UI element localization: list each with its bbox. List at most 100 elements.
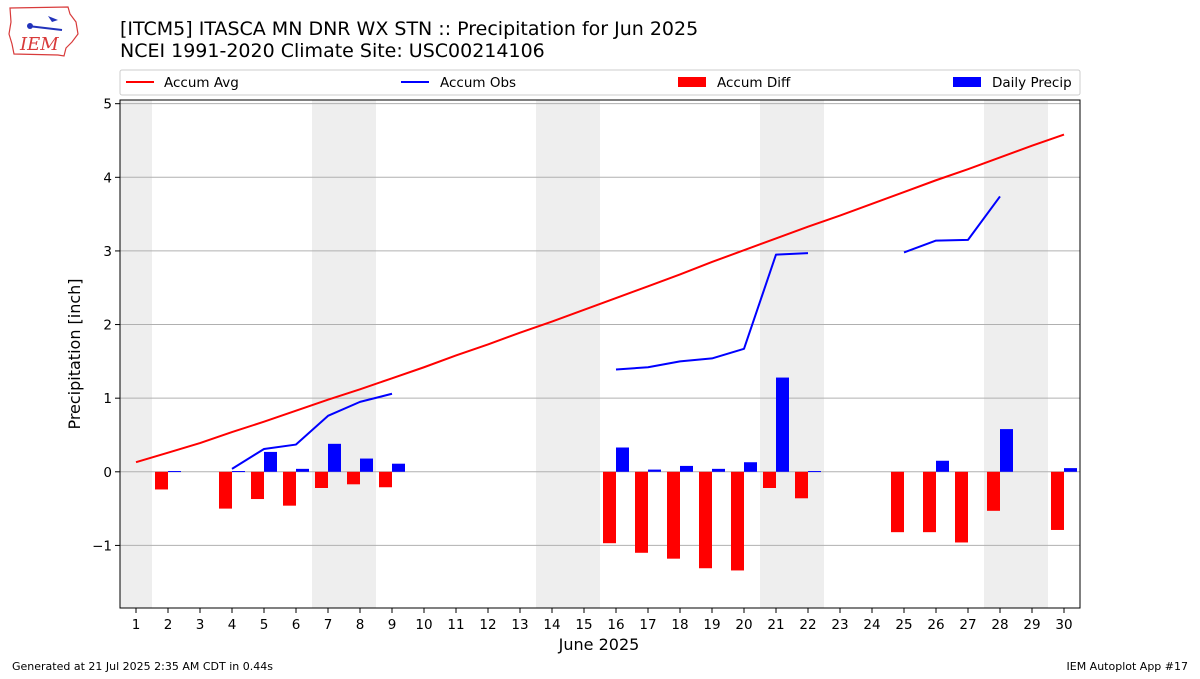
daily-precip-bar xyxy=(616,447,629,472)
daily-precip-bar xyxy=(776,377,789,472)
x-tick-label: 11 xyxy=(447,617,464,633)
daily-precip-bar xyxy=(1064,468,1077,472)
footer-app-text: IEM Autoplot App #17 xyxy=(1067,660,1189,673)
accum-diff-bar xyxy=(379,471,392,488)
x-tick-label: 8 xyxy=(356,617,365,633)
x-tick-label: 22 xyxy=(799,617,816,633)
daily-precip-bar xyxy=(360,458,373,472)
daily-precip-bar xyxy=(392,463,405,472)
accum-diff-bar xyxy=(315,471,328,488)
accum-diff-bar xyxy=(635,471,648,553)
accum-obs-line xyxy=(903,195,1001,254)
x-tick-label: 2 xyxy=(164,617,173,633)
accum-avg-line xyxy=(135,133,1065,464)
accum-obs-line xyxy=(231,392,393,470)
accum-diff-bar xyxy=(731,471,744,571)
legend-accum-obs-label: Accum Obs xyxy=(440,75,516,91)
x-tick-label: 7 xyxy=(324,617,333,633)
accum-diff-bar xyxy=(347,471,360,485)
accum-diff-bar xyxy=(1051,471,1064,530)
x-tick-label: 4 xyxy=(228,617,237,633)
legend-accum-diff-label: Accum Diff xyxy=(717,75,791,91)
y-tick-label: 3 xyxy=(103,244,112,260)
legend-accum-diff-swatch xyxy=(678,77,706,87)
accum-diff-bar xyxy=(923,471,936,533)
x-tick-label: 3 xyxy=(196,617,205,633)
x-tick-label: 26 xyxy=(927,617,944,633)
grid-lines xyxy=(120,103,1080,546)
daily-precip-bar xyxy=(936,460,949,472)
wind-vane-icon xyxy=(48,16,58,22)
x-tick-label: 29 xyxy=(1023,617,1040,633)
x-tick-label: 16 xyxy=(607,617,624,633)
x-tick-label: 14 xyxy=(543,617,560,633)
weekend-band xyxy=(760,100,824,608)
x-tick-label: 6 xyxy=(292,617,301,633)
chart-title: [ITCM5] ITASCA MN DNR WX STN :: Precipit… xyxy=(120,18,698,40)
accum-diff-bar xyxy=(251,471,264,500)
x-tick-label: 5 xyxy=(260,617,269,633)
daily-precip-bar xyxy=(296,468,309,472)
iem-logo: IEM xyxy=(8,6,79,57)
legend-daily-precip-swatch xyxy=(953,77,981,87)
x-axis-label: June 2025 xyxy=(558,635,640,654)
y-tick-label: 0 xyxy=(103,465,112,481)
y-axis-ticks: −1 0 1 2 3 4 5 xyxy=(92,97,120,554)
x-axis-ticks: 1 2 3 4 5 6 7 8 9 10 11 12 13 14 15 16 17 18 19 20 21 22 23 24 2… xyxy=(132,608,1073,633)
chart-subtitle: NCEI 1991-2020 Climate Site: USC00214106 xyxy=(120,40,545,62)
legend-frame xyxy=(119,69,1081,96)
accum-diff-bar xyxy=(955,471,968,543)
accum-diff-bar xyxy=(603,471,616,544)
x-tick-label: 15 xyxy=(575,617,592,633)
y-tick-label: 1 xyxy=(103,391,112,407)
x-tick-label: 20 xyxy=(735,617,752,633)
plot-frame xyxy=(119,99,1081,609)
accum-diff-bar xyxy=(699,471,712,569)
daily-precip-bar xyxy=(264,451,277,472)
logo-text: IEM xyxy=(19,34,59,55)
iowa-outline-shape xyxy=(8,6,79,57)
accum-diff-bar xyxy=(891,471,904,533)
accum-diff-bar xyxy=(795,471,808,499)
x-tick-label: 21 xyxy=(767,617,784,633)
y-tick-label: 2 xyxy=(103,318,112,334)
x-tick-label: 9 xyxy=(388,617,397,633)
x-tick-label: 12 xyxy=(479,617,496,633)
legend-daily-precip-label: Daily Precip xyxy=(992,75,1072,91)
weekend-bands xyxy=(120,100,1048,608)
weekend-band xyxy=(984,100,1048,608)
weekend-band xyxy=(536,100,600,608)
x-tick-label: 23 xyxy=(831,617,848,633)
accum-diff-bar xyxy=(667,471,680,559)
footer-generated-text: Generated at 21 Jul 2025 2:35 AM CDT in … xyxy=(12,660,273,673)
daily-precip-bar xyxy=(808,471,821,473)
x-tick-label: 28 xyxy=(991,617,1008,633)
weekend-band xyxy=(120,100,152,608)
x-tick-label: 10 xyxy=(415,617,432,633)
y-tick-label: 5 xyxy=(103,97,112,113)
legend-accum-avg-label: Accum Avg xyxy=(164,75,239,91)
x-tick-label: 24 xyxy=(863,617,880,633)
accum-obs-line xyxy=(615,252,809,371)
daily-precip-bar xyxy=(232,471,245,473)
x-tick-label: 1 xyxy=(132,617,141,633)
daily-precip-bar xyxy=(328,443,341,472)
x-tick-label: 30 xyxy=(1055,617,1072,633)
accum-diff-bar xyxy=(763,471,776,488)
daily-precip-bar xyxy=(712,468,725,472)
station-dot-icon xyxy=(27,23,33,29)
x-tick-label: 19 xyxy=(703,617,720,633)
accum-diff-bar xyxy=(155,471,168,490)
daily-precip-bar xyxy=(1000,429,1013,472)
x-tick-label: 18 xyxy=(671,617,688,633)
daily-precip-bar xyxy=(648,469,661,472)
bar-series xyxy=(155,377,1077,571)
daily-precip-bar xyxy=(744,462,757,472)
y-axis-label: Precipitation [inch] xyxy=(65,278,84,429)
daily-precip-bar xyxy=(680,465,693,472)
accum-diff-bar xyxy=(987,471,1000,511)
line-series xyxy=(135,133,1065,470)
weekend-band xyxy=(312,100,376,608)
